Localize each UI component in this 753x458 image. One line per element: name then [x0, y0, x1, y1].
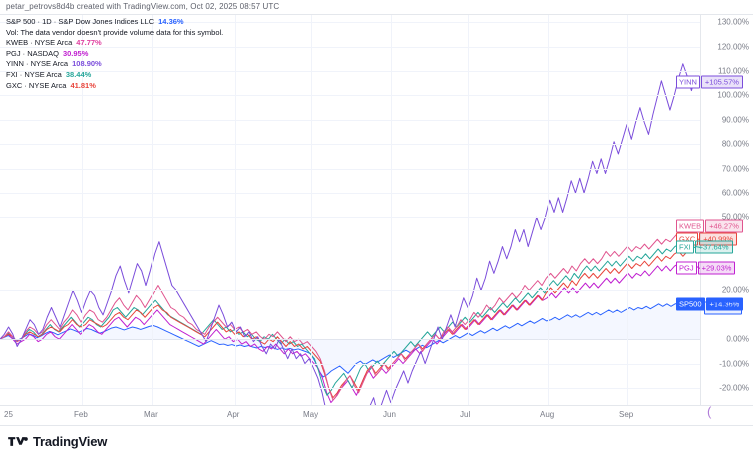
- x-axis-tick-label: Feb: [74, 410, 88, 419]
- x-gridline: [627, 15, 628, 405]
- x-gridline: [152, 15, 153, 405]
- price-badge-value: +37.64%: [694, 240, 733, 254]
- y-gridline: [0, 119, 700, 121]
- attribution-text: petar_petrovs8d4b created with TradingVi…: [6, 2, 280, 11]
- price-badge-yinn[interactable]: YINN +105.57%: [676, 75, 743, 89]
- legend-row: PGJ · NASDAQ 30.95%: [6, 49, 223, 60]
- price-badge-ticker: PGJ: [676, 261, 697, 275]
- y-axis-tick-label: -10.00%: [719, 359, 749, 369]
- chart-plot-area[interactable]: [0, 15, 700, 405]
- y-axis-tick-label: 20.00%: [721, 285, 749, 295]
- legend-change-value: 38.44%: [65, 69, 92, 79]
- y-axis-tick-label: 50.00%: [721, 212, 749, 222]
- y-axis-tick-label: 80.00%: [721, 139, 749, 149]
- price-badge-ticker: KWEB: [676, 219, 705, 233]
- y-gridline: [0, 46, 700, 48]
- price-badge-ticker: SP500: [676, 297, 705, 311]
- x-gridline: [391, 15, 392, 405]
- y-gridline: [0, 290, 700, 292]
- y-axis-tick-label: 100.00%: [717, 90, 749, 100]
- x-axis-tick-label: Jun: [383, 410, 396, 419]
- legend-row: KWEB · NYSE Arca 47.77%: [6, 38, 223, 49]
- x-axis-tick-label: Sep: [619, 410, 634, 419]
- price-badge-value: +14.36%: [705, 297, 744, 311]
- tradingview-brand-label: TradingView: [33, 434, 108, 449]
- legend-symbol-label: YINN · NYSE Arca: [6, 59, 69, 69]
- x-gridline: [235, 15, 236, 405]
- legend-row: YINN · NYSE Arca 108.90%: [6, 59, 223, 70]
- price-badge-sp500[interactable]: SP500 +14.36%: [676, 297, 744, 311]
- series-line-sp500: [0, 303, 700, 377]
- x-gridline: [311, 15, 312, 405]
- footer: TradingView: [0, 425, 753, 458]
- series-line-kweb: [0, 225, 700, 401]
- tradingview-logo-icon: [8, 436, 28, 446]
- y-axis-tick-label: 0.00%: [726, 334, 749, 344]
- legend-symbol-label: FXI · NYSE Arca: [6, 69, 62, 79]
- y-gridline: [0, 387, 700, 389]
- y-axis-tick-label: 120.00%: [717, 42, 749, 52]
- x-gridline: [548, 15, 549, 405]
- y-gridline: [0, 192, 700, 194]
- price-axis-divider: [700, 15, 701, 405]
- y-axis-tick-label: 70.00%: [721, 164, 749, 174]
- chart-legend: S&P 500 · 1D · S&P Dow Jones Indices LLC…: [6, 17, 223, 91]
- y-gridline: [0, 144, 700, 146]
- price-badge-kweb[interactable]: KWEB +46.27%: [676, 219, 743, 233]
- legend-change-value: 47.77%: [76, 38, 102, 48]
- y-gridline: [0, 71, 700, 73]
- price-badge-value: +46.27%: [705, 219, 743, 233]
- zero-baseline: [0, 339, 700, 341]
- series-line-fxi: [0, 244, 700, 395]
- x-axis-tick-label: May: [303, 410, 319, 419]
- x-gridline: [468, 15, 469, 405]
- y-axis-tick-label: 60.00%: [721, 188, 749, 198]
- y-gridline: [0, 363, 700, 365]
- price-badge-value: +105.57%: [700, 75, 743, 89]
- legend-symbol-label: Vol: The data vendor doesn't provide vol…: [6, 27, 224, 37]
- legend-symbol-label: S&P 500 · 1D · S&P Dow Jones Indices LLC: [6, 17, 155, 26]
- y-axis-tick-label: 110.00%: [718, 66, 749, 76]
- y-axis-tick-label: 130.00%: [717, 17, 749, 27]
- y-gridline: [0, 168, 700, 170]
- series-line-yinn: [0, 64, 700, 405]
- price-badge-value: +40.99%: [699, 232, 738, 246]
- time-axis[interactable]: 25 Feb Mar Apr May Jun Jul Aug Sep: [0, 405, 753, 425]
- legend-row: FXI · NYSE Arca 38.44%: [6, 70, 223, 81]
- legend-row: Vol: The data vendor doesn't provide vol…: [6, 28, 223, 39]
- price-axis[interactable]: 130.00% 120.00% 110.00% 100.00% 90.00% 80.00%…: [700, 15, 753, 405]
- x-axis-tick-label: Aug: [540, 410, 555, 419]
- time-axis-divider: [0, 405, 753, 406]
- legend-change-value: 14.36%: [158, 17, 184, 26]
- x-gridline: [82, 15, 83, 405]
- x-axis-tick-label: Apr: [227, 410, 240, 419]
- legend-symbol-label: PGJ · NASDAQ: [6, 48, 59, 58]
- legend-row: GXC · NYSE Arca 41.81%: [6, 81, 223, 92]
- legend-change-value: 108.90%: [72, 59, 102, 69]
- header-divider: [0, 14, 753, 15]
- x-axis-tick-label: Mar: [144, 410, 158, 419]
- price-badge-ticker: YINN: [676, 75, 700, 89]
- legend-change-value: 41.81%: [70, 80, 96, 90]
- footer-divider: [0, 425, 753, 426]
- tradingview-brand[interactable]: TradingView: [8, 434, 107, 449]
- price-badge-fxi[interactable]: FXI +37.64%: [676, 240, 733, 254]
- y-axis-tick-label: 90.00%: [721, 115, 749, 125]
- legend-symbol-label: KWEB · NYSE Arca: [6, 38, 73, 48]
- legend-change-value: 30.95%: [62, 48, 89, 58]
- y-gridline: [0, 217, 700, 219]
- legend-row: S&P 500 · 1D · S&P Dow Jones Indices LLC…: [6, 17, 223, 28]
- last-price-badge[interactable]: +13.97%: [704, 301, 742, 315]
- price-badge-ticker: FXI: [676, 240, 694, 254]
- paren-artifact: (: [707, 404, 712, 419]
- legend-symbol-label: GXC · NYSE Arca: [6, 80, 67, 90]
- y-gridline: [0, 22, 700, 24]
- x-axis-tick-label: 25: [4, 410, 13, 419]
- y-axis-tick-label: -20.00%: [719, 383, 749, 393]
- price-badge-pgj[interactable]: PGJ +29.03%: [676, 261, 736, 275]
- x-axis-tick-label: Jul: [460, 410, 471, 419]
- y-gridline: [0, 95, 700, 97]
- price-badge-value: +29.03%: [697, 261, 736, 275]
